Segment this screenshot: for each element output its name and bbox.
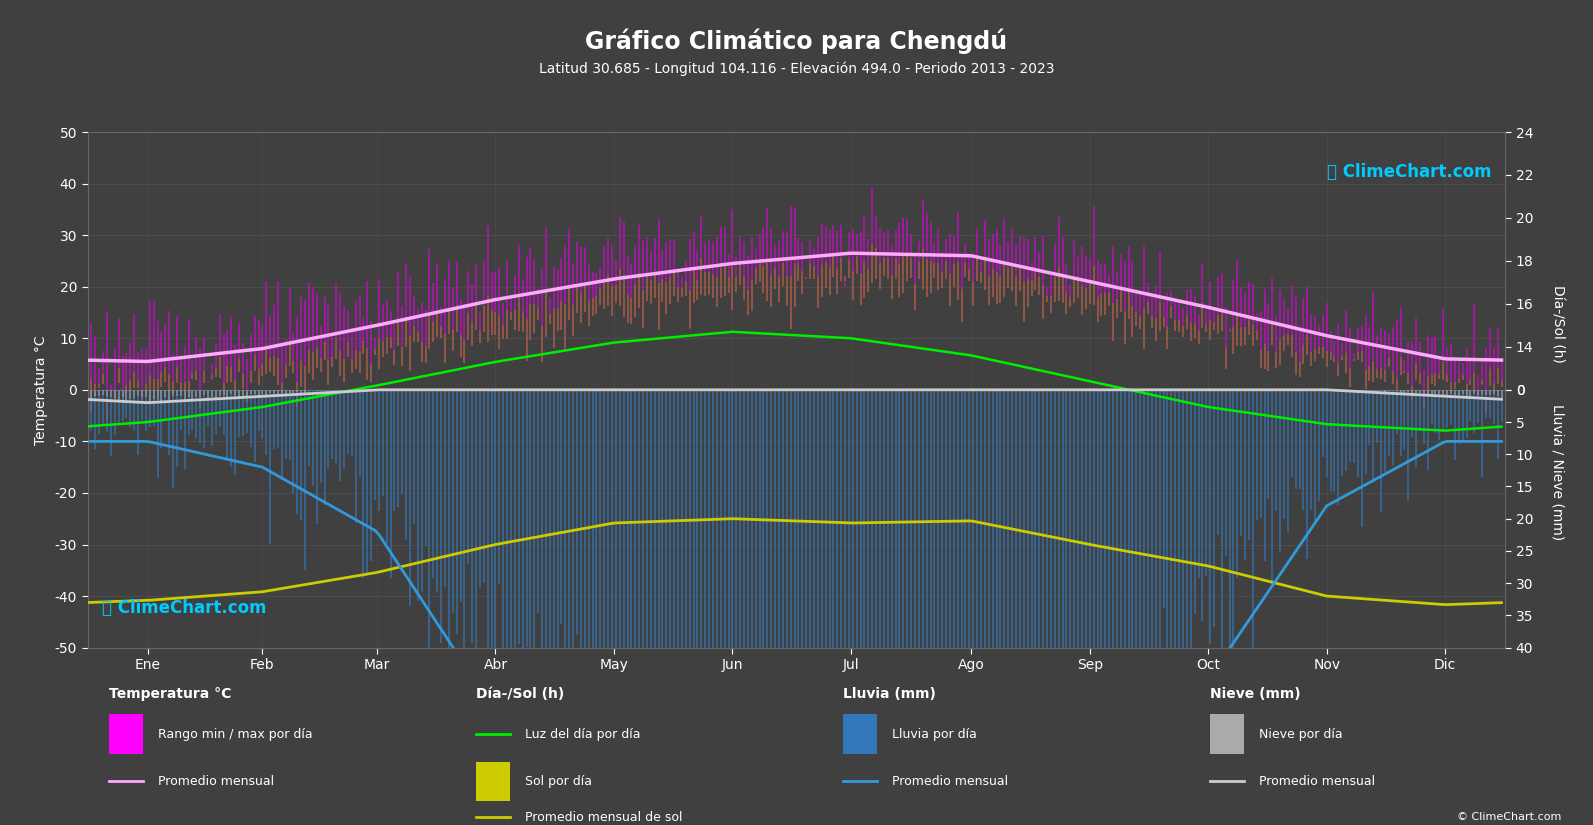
FancyBboxPatch shape [843, 714, 876, 754]
Text: Temperatura °C: Temperatura °C [108, 687, 231, 701]
Text: © ClimeChart.com: © ClimeChart.com [1458, 812, 1561, 822]
Text: Día-/Sol (h): Día-/Sol (h) [476, 687, 564, 701]
Text: Lluvia por día: Lluvia por día [892, 728, 977, 741]
Text: Lluvia / Nieve (mm): Lluvia / Nieve (mm) [1552, 404, 1564, 540]
Text: Gráfico Climático para Chengdú: Gráfico Climático para Chengdú [586, 29, 1007, 54]
Text: Lluvia (mm): Lluvia (mm) [843, 687, 937, 701]
Text: Promedio mensual de sol: Promedio mensual de sol [526, 811, 682, 823]
FancyBboxPatch shape [1211, 714, 1244, 754]
Text: Luz del día por día: Luz del día por día [526, 728, 640, 741]
Text: Nieve (mm): Nieve (mm) [1211, 687, 1300, 701]
Text: Nieve por día: Nieve por día [1258, 728, 1343, 741]
Text: Rango min / max por día: Rango min / max por día [158, 728, 312, 741]
Text: Promedio mensual: Promedio mensual [158, 775, 274, 788]
Y-axis label: Temperatura °C: Temperatura °C [33, 335, 48, 445]
Text: Día-/Sol (h): Día-/Sol (h) [1552, 285, 1564, 363]
Text: 🌐 ClimeChart.com: 🌐 ClimeChart.com [102, 599, 266, 617]
FancyBboxPatch shape [476, 761, 510, 801]
FancyBboxPatch shape [108, 714, 143, 754]
Text: Promedio mensual: Promedio mensual [1258, 775, 1375, 788]
Text: Promedio mensual: Promedio mensual [892, 775, 1008, 788]
Text: Latitud 30.685 - Longitud 104.116 - Elevación 494.0 - Periodo 2013 - 2023: Latitud 30.685 - Longitud 104.116 - Elev… [538, 62, 1055, 77]
Text: 🌐 ClimeChart.com: 🌐 ClimeChart.com [1327, 163, 1491, 181]
Text: Sol por día: Sol por día [526, 775, 593, 788]
